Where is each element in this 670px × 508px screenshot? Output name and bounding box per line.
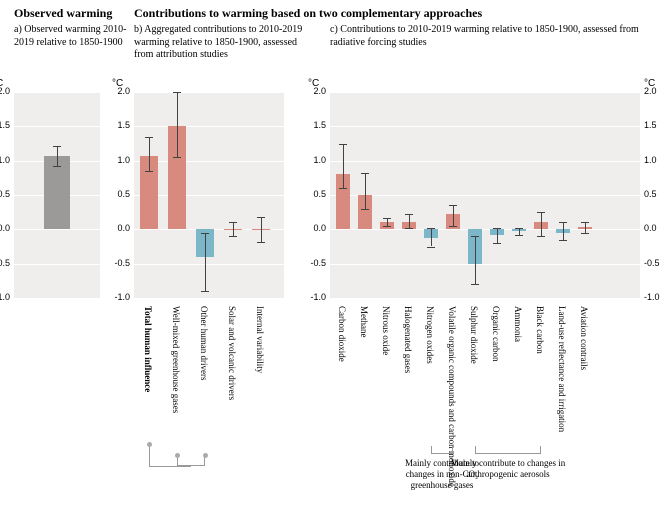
cat-landuse: Land-use reflectance and irrigation (557, 306, 567, 432)
unit: °C (112, 78, 123, 89)
cat-solar: Solar and volcanic drivers (227, 306, 237, 400)
a_sub: a) Observed warming 2010-2019 relative t… (14, 24, 130, 49)
foot-aerosols: Mainly contribute to changes in anthropo… (445, 458, 571, 480)
c_sub: c) Contributions to 2010-2019 warming re… (330, 24, 670, 49)
cat-other-human: Other human drivers (199, 306, 209, 380)
b_sub: b) Aggregated contributions to 2010-2019… (134, 24, 314, 62)
title-b: Contributions to warming based on two co… (134, 6, 482, 21)
cat-co2: Carbon dioxide (337, 306, 347, 362)
cat-bc: Black carbon (535, 306, 545, 354)
cat-ch4: Methane (359, 306, 369, 338)
unit: °C (0, 78, 3, 89)
cat-halog: Halogenated gases (403, 306, 413, 373)
cat-aviation: Aviation contrails (579, 306, 589, 370)
cat-oc: Organic carbon (491, 306, 501, 362)
unit: °C (644, 78, 655, 89)
cat-internal: Internal variability (255, 306, 265, 373)
cat-nox: Nitrogen oxides (425, 306, 435, 364)
cat-total-human: Total human influence (143, 306, 153, 392)
cat-n2o: Nitrous oxide (381, 306, 391, 355)
title-a: Observed warming (14, 6, 112, 21)
cat-so2: Sulphur dioxide (469, 306, 479, 364)
unit: °C (308, 78, 319, 89)
cat-nh3: Ammonia (513, 306, 523, 342)
cat-ghg: Well-mixed greenhouse gases (171, 306, 181, 413)
